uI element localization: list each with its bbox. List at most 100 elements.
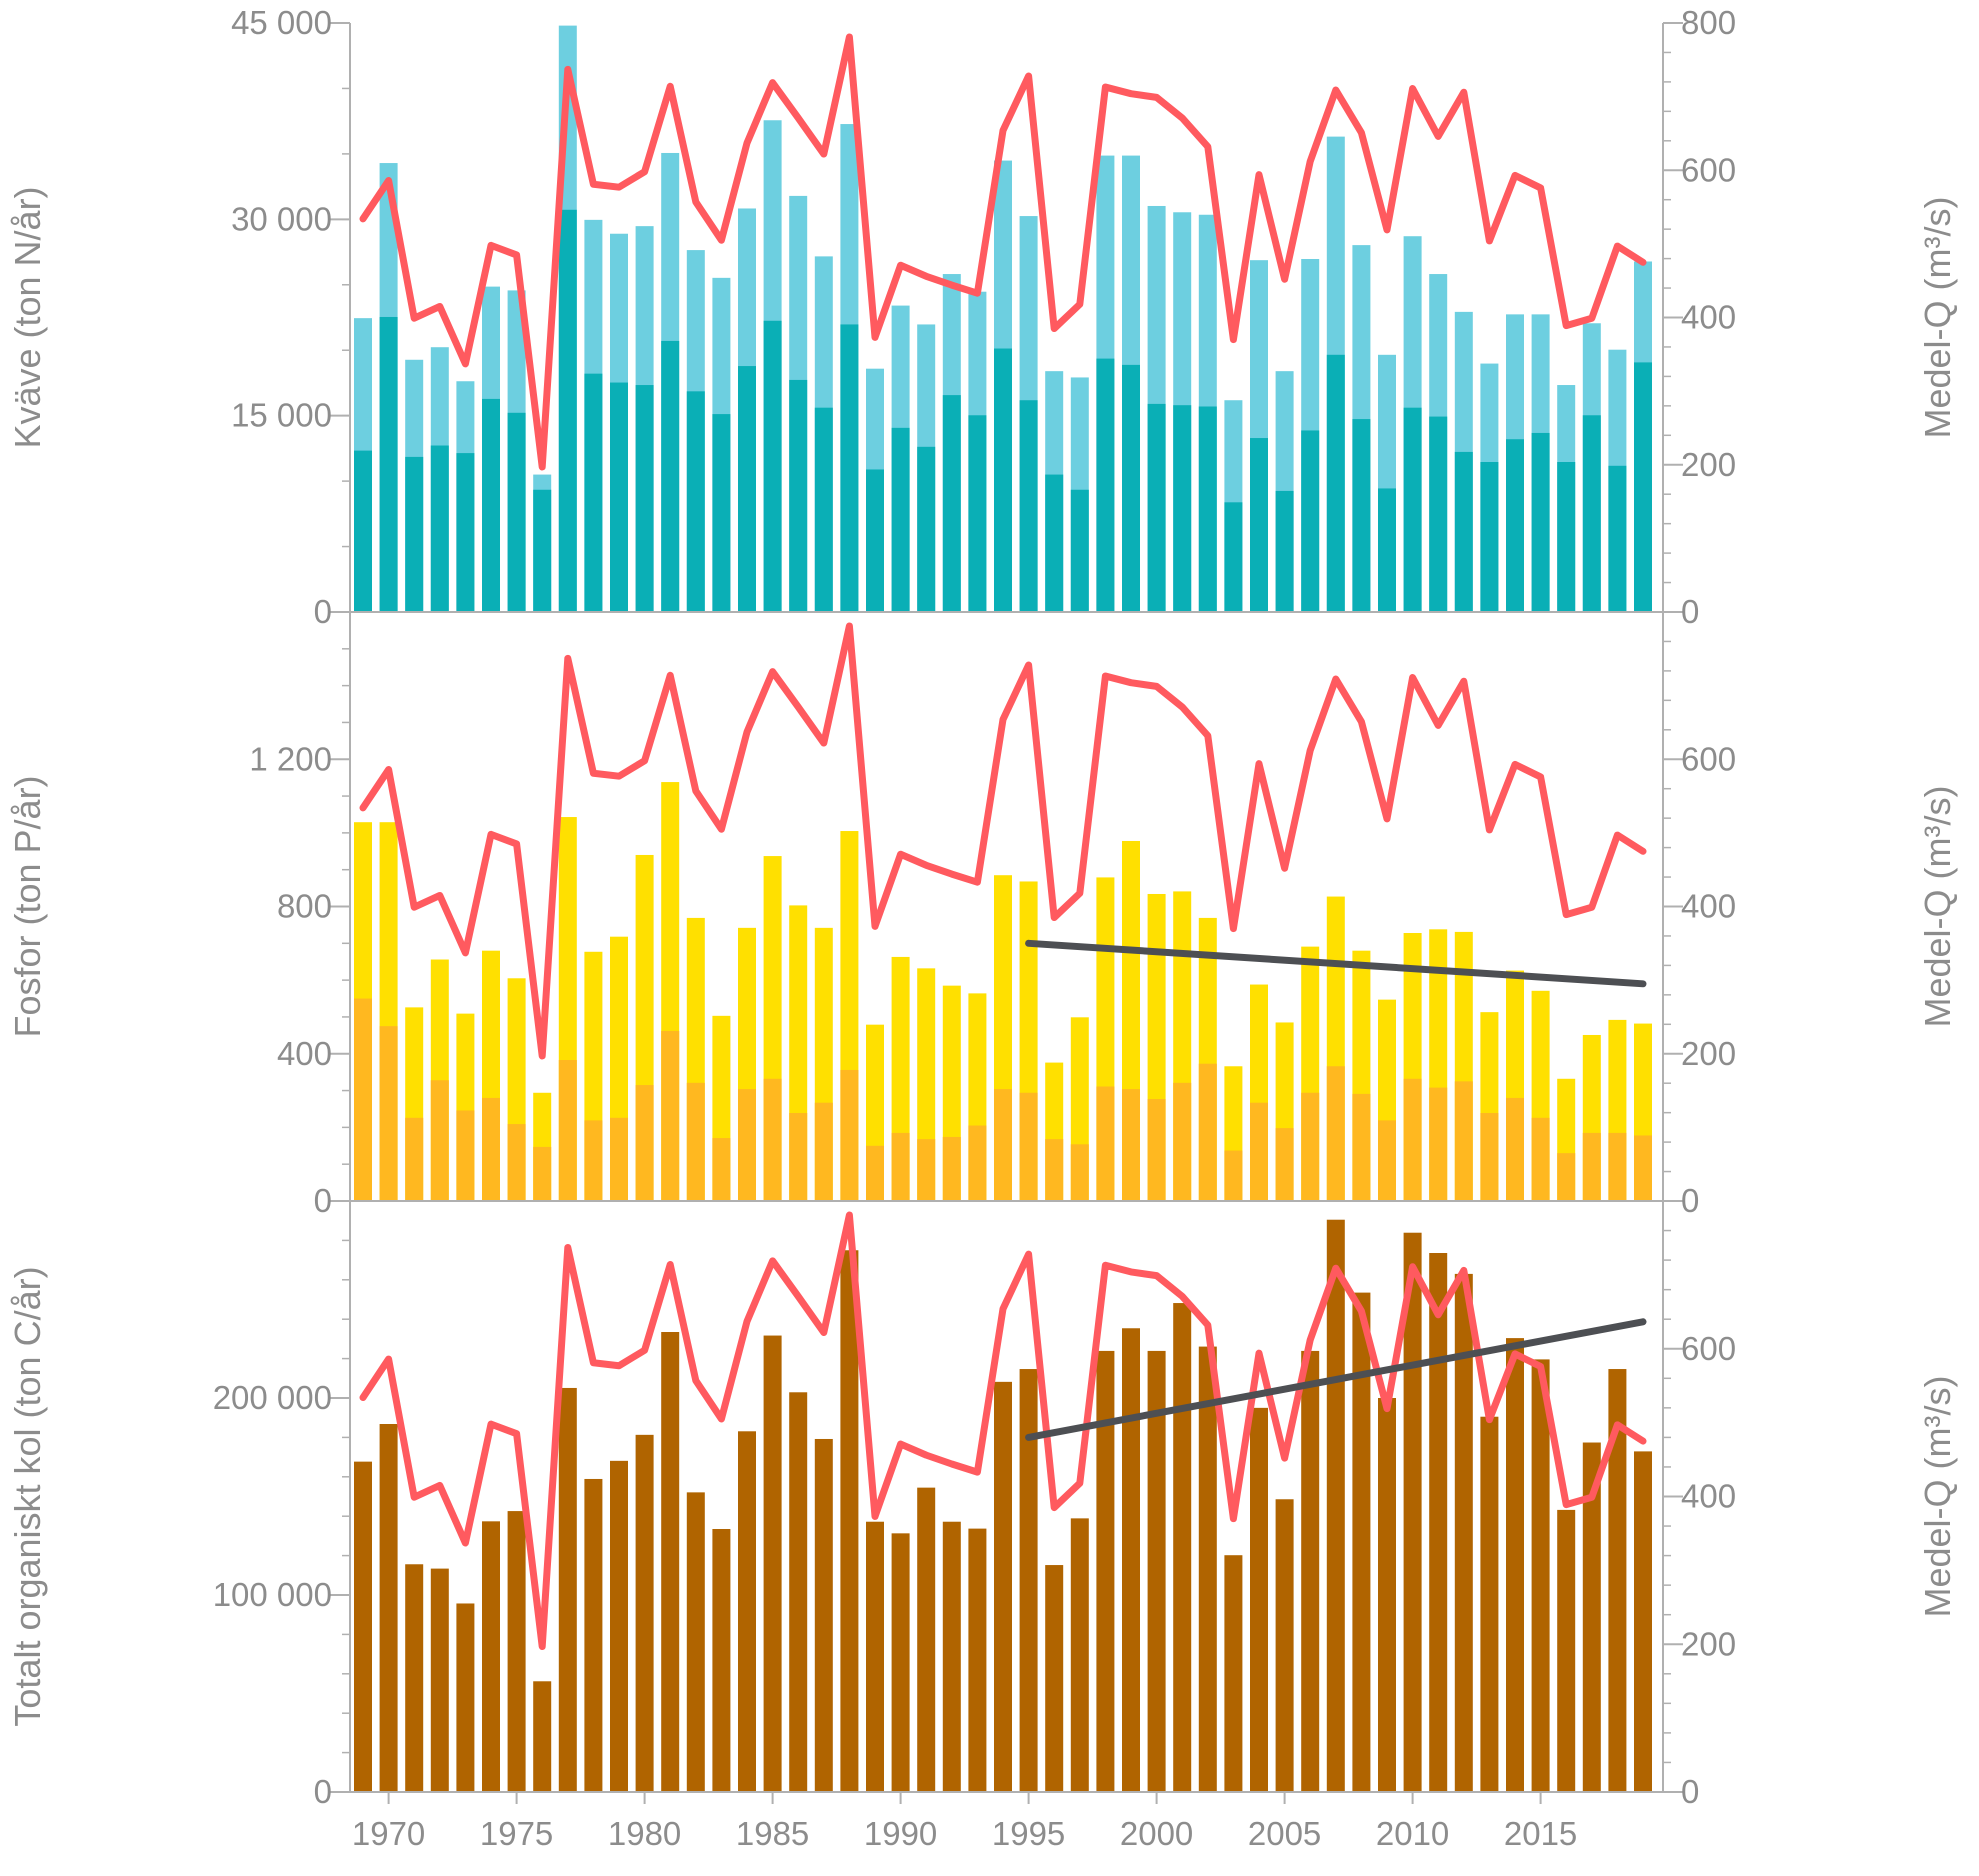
- bar-1988: [840, 1250, 859, 1792]
- bar-lower-1998: [1096, 358, 1115, 612]
- trend-line: [1025, 939, 1647, 988]
- right-axis-title: Medel-Q (m³/s): [1917, 197, 1958, 439]
- bar-lower-1999: [1122, 1089, 1140, 1201]
- bar-1987: [814, 1438, 833, 1792]
- bar-lower-2007: [1326, 1066, 1345, 1201]
- bar-lower-1984: [738, 1089, 756, 1201]
- left-tick-label: 200 000: [213, 1379, 332, 1416]
- bar-lower-2009: [1378, 1120, 1396, 1201]
- bar-lower-2012: [1454, 451, 1473, 612]
- bar-lower-2006: [1301, 430, 1320, 612]
- bar-1982: [686, 1492, 705, 1792]
- left-tick-label: 1 200: [249, 740, 332, 777]
- bar-2008: [1352, 1292, 1371, 1792]
- bar-lower-1998: [1096, 1086, 1115, 1201]
- bar-lower-2013: [1480, 1113, 1499, 1201]
- bar-lower-1983: [712, 1138, 731, 1201]
- right-tick-label: 800: [1681, 4, 1736, 41]
- x-tick-label: 2005: [1248, 1815, 1321, 1852]
- bar-1978: [584, 1478, 603, 1792]
- bar-2003: [1224, 1555, 1243, 1792]
- right-tick-label: 400: [1681, 1478, 1736, 1515]
- bar-lower-1996: [1045, 1139, 1064, 1201]
- bar-lower-1991: [917, 446, 936, 612]
- bar-lower-1972: [430, 445, 449, 612]
- bar-lower-2013: [1480, 462, 1499, 612]
- bar-lower-2003: [1224, 1150, 1243, 1201]
- bar-lower-2003: [1224, 502, 1243, 612]
- bar-lower-2019: [1634, 1135, 1652, 1201]
- bar-lower-1992: [942, 395, 961, 612]
- bar-lower-1995: [1019, 400, 1038, 612]
- bar-lower-1975: [507, 412, 526, 612]
- bar-lower-2016: [1557, 1153, 1576, 1201]
- bar-lower-1990: [891, 427, 910, 612]
- bar-2017: [1582, 1442, 1601, 1792]
- bar-2015: [1531, 1359, 1550, 1792]
- bar-lower-2009: [1378, 488, 1396, 612]
- bar-lower-1991: [917, 1139, 936, 1201]
- bar-lower-2010: [1403, 1078, 1422, 1201]
- bar-1996: [1045, 1565, 1064, 1792]
- bar-lower-1984: [738, 366, 756, 612]
- bar-lower-2007: [1326, 354, 1345, 612]
- x-tick-label: 1975: [480, 1815, 553, 1852]
- bar-lower-2016: [1557, 462, 1576, 612]
- bar-lower-1994: [994, 1089, 1012, 1201]
- bar-1998: [1096, 1350, 1115, 1792]
- right-tick-label: 400: [1681, 299, 1736, 336]
- bar-1984: [738, 1431, 756, 1792]
- bar-lower-1972: [430, 1080, 449, 1201]
- right-tick-label: 200: [1681, 1625, 1736, 1662]
- bar-lower-1975: [507, 1124, 526, 1201]
- bar-lower-1977: [558, 1060, 577, 1201]
- x-tick-label: 1985: [736, 1815, 809, 1852]
- bar-1992: [942, 1521, 961, 1792]
- bar-lower-2018: [1608, 1132, 1627, 1201]
- left-tick-label: 30 000: [231, 200, 332, 237]
- bar-2007: [1326, 1219, 1345, 1792]
- left-tick-label: 800: [277, 888, 332, 925]
- right-axis-title: Medel-Q (m³/s): [1917, 786, 1958, 1028]
- bar-1986: [789, 1392, 808, 1792]
- bar-lower-1981: [661, 1030, 680, 1201]
- bar-lower-2004: [1250, 1102, 1268, 1201]
- bar-1979: [610, 1460, 628, 1792]
- bar-2000: [1147, 1350, 1166, 1792]
- left-tick-label: 0: [314, 1182, 332, 1219]
- bar-lower-2017: [1582, 1132, 1601, 1201]
- left-tick-label: 100 000: [213, 1576, 332, 1613]
- bar-1969: [354, 1461, 372, 1792]
- left-tick-label: 0: [314, 593, 332, 630]
- bar-1980: [635, 1434, 654, 1792]
- bar-1975: [507, 1511, 526, 1792]
- bar-lower-1980: [635, 385, 654, 612]
- right-tick-label: 200: [1681, 446, 1736, 483]
- bar-lower-1977: [558, 209, 577, 612]
- x-tick-label: 1990: [864, 1815, 937, 1852]
- bar-lower-1985: [763, 1078, 782, 1201]
- bar-1973: [456, 1603, 475, 1792]
- bar-1994: [994, 1381, 1012, 1792]
- bar-1983: [712, 1529, 731, 1792]
- bar-2002: [1198, 1346, 1217, 1792]
- bar-1990: [891, 1533, 910, 1792]
- bar-lower-1989: [866, 469, 884, 612]
- bar-lower-1970: [379, 1026, 398, 1201]
- right-tick-label: 0: [1681, 1182, 1699, 1219]
- bar-2004: [1250, 1407, 1268, 1792]
- bar-lower-1995: [1019, 1092, 1038, 1201]
- bar-lower-1973: [456, 453, 475, 612]
- x-axis: 1970 1975 1980 1985 1990 1995 2000 2005 2010 2015: [352, 1792, 1577, 1852]
- left-tick-label: 0: [314, 1773, 332, 1810]
- bar-lower-2005: [1275, 490, 1294, 612]
- left-tick-label: 15 000: [231, 397, 332, 434]
- bar-2014: [1506, 1338, 1524, 1792]
- flow-line: [359, 1211, 1647, 1650]
- bar-lower-1989: [866, 1145, 884, 1201]
- bar-lower-1969: [354, 998, 372, 1201]
- bar-lower-1990: [891, 1132, 910, 1201]
- bar-lower-2008: [1352, 1093, 1371, 1201]
- bar-1995: [1019, 1369, 1038, 1792]
- bar-lower-1974: [482, 398, 500, 612]
